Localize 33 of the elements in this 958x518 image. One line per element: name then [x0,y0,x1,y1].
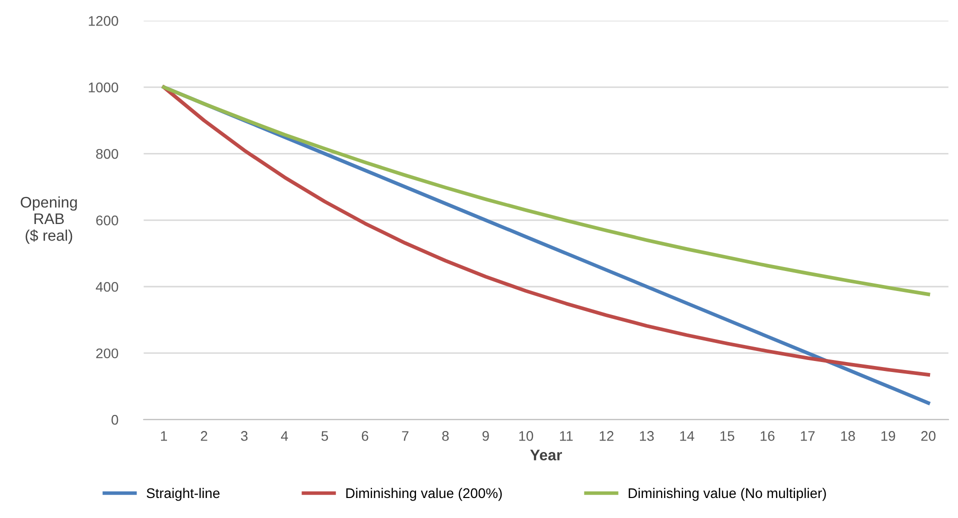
y-tick-label: 1000 [88,82,118,92]
x-tick-label: 20 [921,431,936,441]
x-tick-label: 9 [482,431,489,441]
x-tick-label: 16 [760,431,774,441]
x-tick-label: 14 [680,431,694,441]
x-tick-label: 13 [640,431,654,441]
x-tick-label: 19 [881,431,896,441]
x-tick-label: 6 [362,431,368,441]
y-tick-label: 800 [96,149,118,159]
line-series [162,85,930,296]
y-tick-label: 600 [96,215,118,226]
x-tick-label: 8 [442,431,449,441]
y-tick-label: 400 [96,282,118,292]
legend-label: Diminishing value (No multiplier) [628,488,826,501]
x-tick-label: 18 [841,431,855,441]
legend-label: Straight-line [146,488,220,501]
x-tick-label: 2 [200,431,208,441]
x-tick-label: 5 [321,431,328,441]
x-tick-label: 4 [280,431,288,441]
y-tick-label: 200 [96,348,118,358]
x-tick-label: 3 [240,431,248,441]
y-axis-title: Opening RAB ($ real) [20,196,77,244]
x-tick-label: 12 [600,431,614,441]
x-tick-label: 7 [402,431,408,441]
y-tick-label: 0 [112,414,118,425]
x-tick-label: 17 [800,431,815,441]
x-tick-label: 11 [560,431,573,441]
x-tick-label: 10 [519,431,534,441]
x-axis-title: Year [530,450,562,460]
x-tick-label: 15 [720,431,734,441]
legend-label: Diminishing value (200%) [346,488,502,501]
x-tick-label: 1 [161,431,168,441]
y-tick-label: 1200 [88,16,118,26]
